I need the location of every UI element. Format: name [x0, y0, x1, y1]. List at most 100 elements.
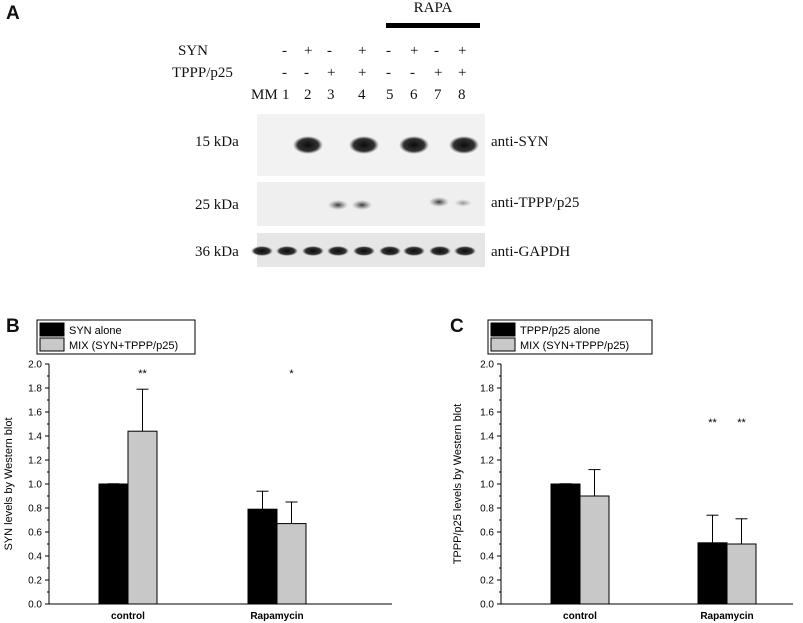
bar-Rapamycin-1 — [726, 543, 757, 605]
y-tick-label-8: 1.6 — [28, 408, 42, 419]
y-tick-label-3: 0.6 — [480, 528, 494, 539]
legend-swatch-1 — [39, 337, 65, 352]
sign-tppp-lane-1: - — [282, 65, 287, 81]
y-tick-label-0: 0.0 — [28, 600, 42, 611]
sign-syn-lane-4: + — [358, 43, 367, 59]
y-tick-label-7: 1.4 — [28, 432, 42, 443]
bar-control-1 — [579, 495, 610, 605]
band-gapdh-8 — [454, 246, 476, 256]
y-tick-label-4: 0.8 — [28, 504, 42, 515]
chart-b: SYN alone MIX (SYN+TPPP/p25) 0.0 0.2 0.4 0.6 0… — [3, 319, 392, 622]
sign-syn-lane-6: + — [410, 43, 419, 59]
lane-header-mm: MM — [251, 87, 278, 103]
sig-Rapamycin-1: ** — [737, 417, 746, 429]
lane-number-7: 7 — [434, 87, 442, 103]
band-tppp-lane-7 — [429, 197, 449, 207]
y-tick-label-9: 1.8 — [480, 384, 494, 395]
rapa-label: RAPA — [413, 0, 453, 16]
y-axis-title: SYN levels by Western blot — [3, 417, 15, 550]
y-tick-label-4: 0.8 — [480, 504, 494, 515]
legend-label-0: TPPP/p25 alone — [520, 325, 600, 337]
panel-a-letter: A — [6, 3, 20, 24]
band-gapdh-1 — [276, 246, 298, 256]
y-tick-label-6: 1.2 — [480, 456, 494, 467]
sign-syn-lane-8: + — [458, 43, 467, 59]
chart-c: TPPP/p25 alone MIX (SYN+TPPP/p25) 0.0 0.2 0.… — [452, 319, 793, 622]
panel-b-letter: B — [6, 316, 20, 337]
lane-number-4: 4 — [358, 87, 366, 103]
lane-number-2: 2 — [304, 87, 312, 103]
y-tick-label-0: 0.0 — [480, 600, 494, 611]
blot-mw-gapdh: 36 kDa — [195, 244, 239, 260]
band-gapdh-6 — [403, 246, 425, 256]
x-tick-label-0: control — [111, 611, 145, 622]
y-tick-label-9: 1.8 — [28, 384, 42, 395]
row-label-syn: SYN — [178, 43, 209, 59]
band-syn-1 — [293, 136, 323, 154]
panel-c-letter: C — [450, 316, 464, 337]
y-tick-label-2: 0.4 — [480, 552, 494, 563]
sign-tppp-lane-4: + — [358, 65, 367, 81]
band-gapdh-2 — [302, 246, 324, 256]
legend-label-1: MIX (SYN+TPPP/p25) — [69, 340, 178, 352]
sign-tppp-lane-6: - — [410, 65, 415, 81]
band-gapdh-4 — [353, 246, 375, 256]
blot-mw-tppp: 25 kDa — [195, 197, 239, 213]
y-tick-label-5: 1.0 — [28, 480, 42, 491]
sign-syn-lane-1: - — [282, 43, 287, 59]
rapa-bar — [386, 23, 480, 28]
y-tick-label-1: 0.2 — [28, 576, 42, 587]
sign-tppp-lane-7: + — [434, 65, 443, 81]
legend-swatch-1 — [490, 337, 516, 352]
y-axis-title: TPPP/p25 levels by Western blot — [452, 404, 464, 565]
x-tick-label-1: Rapamycin — [700, 611, 753, 622]
lane-number-8: 8 — [458, 87, 466, 103]
lane-number-5: 5 — [386, 87, 394, 103]
band-syn-4 — [449, 136, 479, 154]
band-tppp-lane-4 — [352, 200, 372, 210]
sig-Rapamycin-0: ** — [708, 417, 717, 429]
sign-tppp-lane-2: - — [304, 65, 309, 81]
bar-control-1 — [127, 430, 158, 605]
sig-Rapamycin-1: * — [289, 368, 294, 380]
x-tick-label-1: Rapamycin — [250, 611, 303, 622]
western-blot-images — [251, 114, 485, 267]
band-tppp-lane-3 — [328, 200, 348, 210]
sign-syn-lane-3: - — [327, 43, 332, 59]
band-syn-2 — [349, 136, 379, 154]
lane-number-3: 3 — [327, 87, 335, 103]
blot-antibody-tppp: anti-TPPP/p25 — [491, 195, 580, 211]
y-tick-label-7: 1.4 — [480, 432, 494, 443]
y-tick-label-5: 1.0 — [480, 480, 494, 491]
sig-control-1: ** — [138, 368, 147, 380]
y-tick-label-3: 0.6 — [28, 528, 42, 539]
bar-Rapamycin-1 — [276, 523, 307, 605]
sign-syn-lane-7: - — [434, 43, 439, 59]
band-tppp-lane-8 — [454, 199, 472, 207]
y-tick-label-6: 1.2 — [28, 456, 42, 467]
bar-control-0 — [98, 483, 129, 605]
band-gapdh-7 — [429, 246, 451, 256]
lane-number-6: 6 — [410, 87, 418, 103]
band-gapdh-3 — [327, 246, 349, 256]
y-tick-label-10: 2.0 — [480, 360, 494, 371]
blot-antibody-syn: anti-SYN — [491, 134, 549, 150]
y-tick-label-2: 0.4 — [28, 552, 42, 563]
blot-antibody-gapdh: anti-GAPDH — [491, 244, 571, 260]
bar-Rapamycin-0 — [697, 542, 728, 605]
legend-label-1: MIX (SYN+TPPP/p25) — [520, 340, 629, 352]
sign-tppp-lane-5: - — [386, 65, 391, 81]
y-tick-label-1: 0.2 — [480, 576, 494, 587]
x-tick-label-0: control — [563, 611, 597, 622]
blot-mw-syn: 15 kDa — [195, 134, 239, 150]
legend-swatch-0 — [490, 322, 516, 337]
sign-syn-lane-2: + — [304, 43, 313, 59]
y-tick-label-8: 1.6 — [480, 408, 494, 419]
legend-label-0: SYN alone — [69, 325, 122, 337]
y-tick-label-10: 2.0 — [28, 360, 42, 371]
legend-swatch-0 — [39, 322, 65, 337]
sign-syn-lane-5: - — [386, 43, 391, 59]
sign-tppp-lane-8: + — [458, 65, 467, 81]
bar-control-0 — [550, 483, 581, 605]
band-syn-3 — [399, 136, 429, 154]
